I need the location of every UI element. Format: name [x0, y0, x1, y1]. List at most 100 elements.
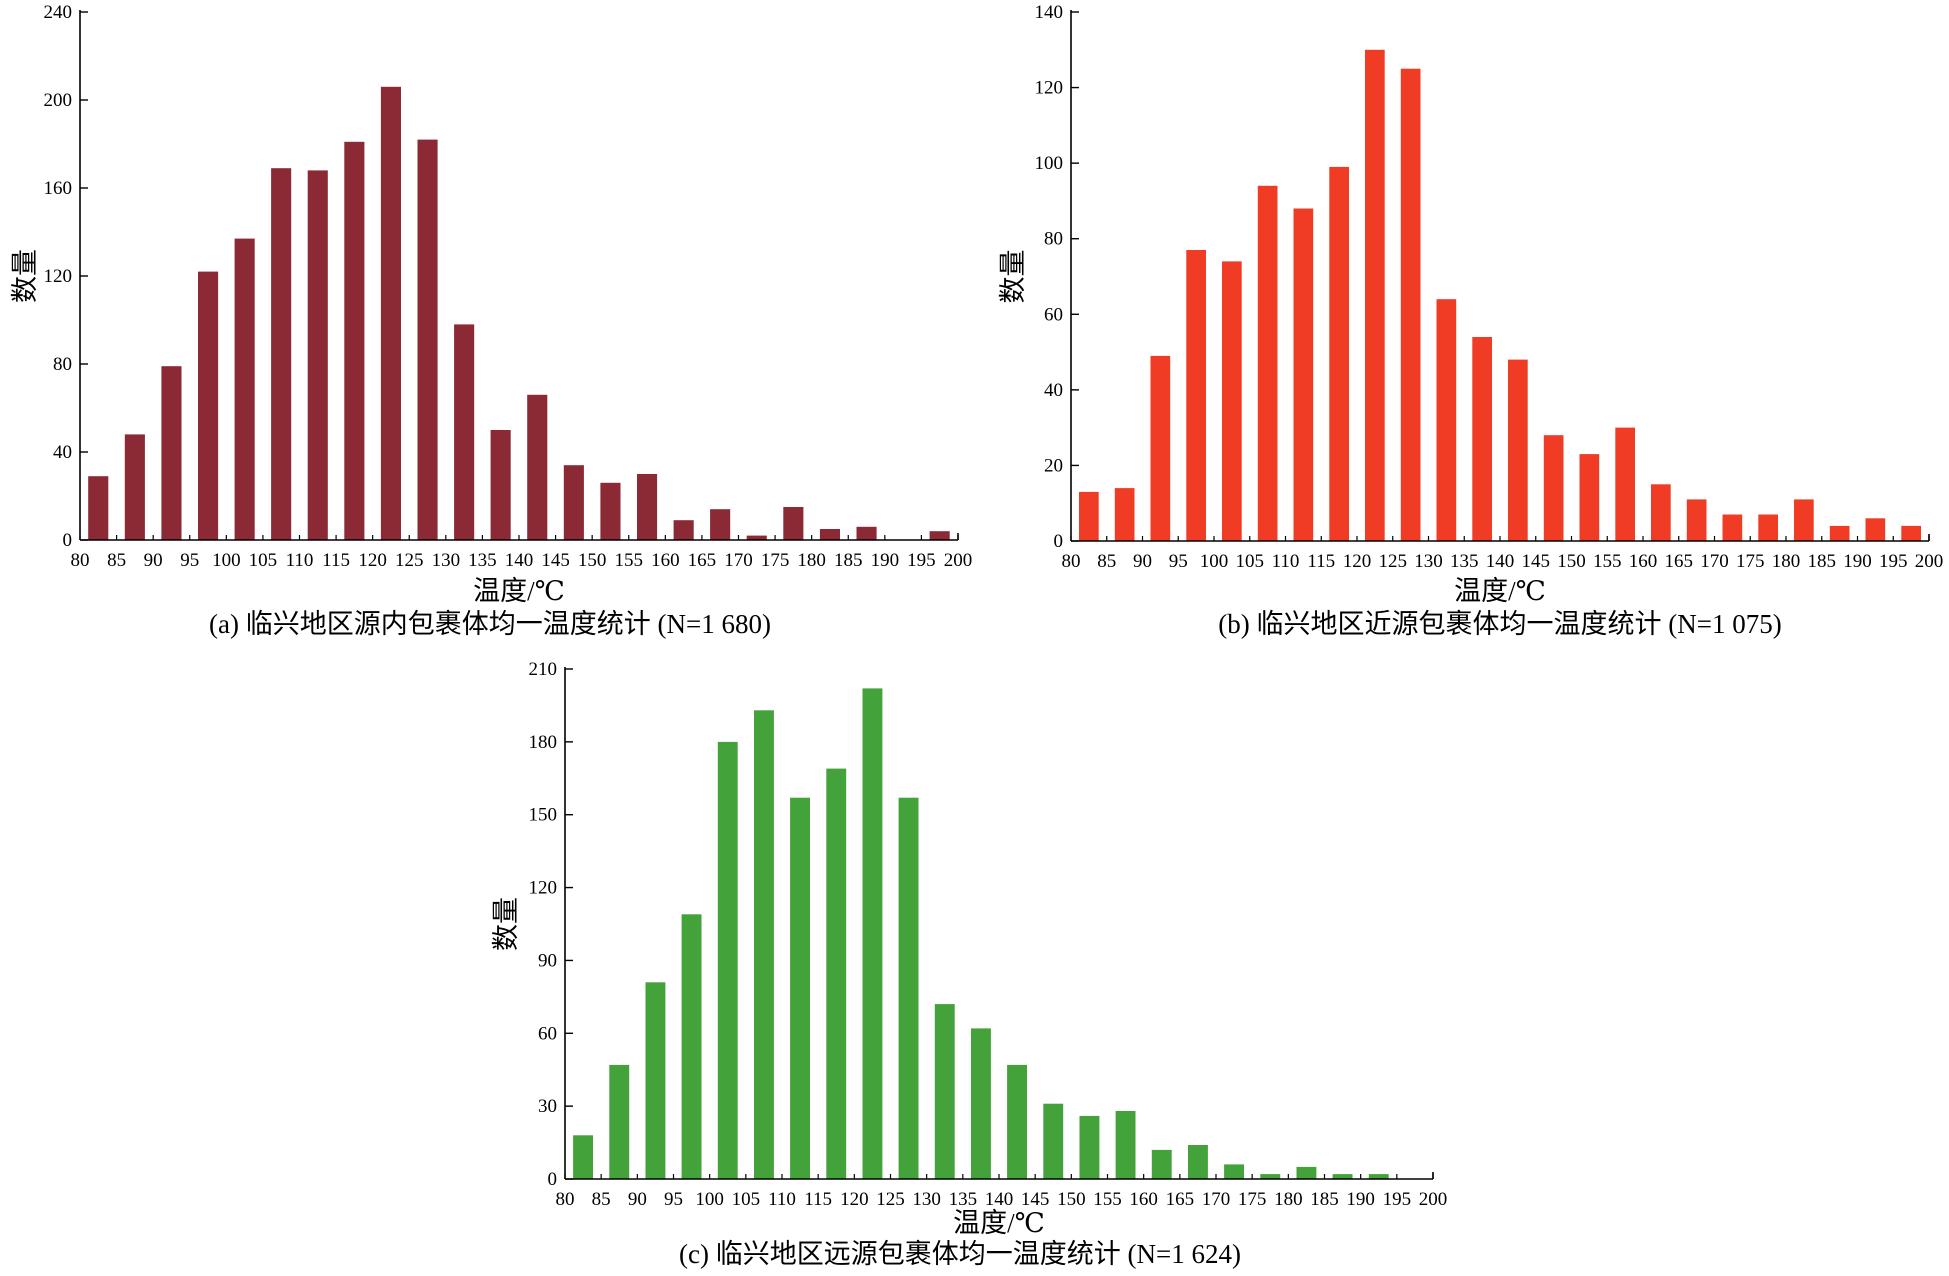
bar-155	[1615, 427, 1635, 541]
x-tick-label: 165	[1166, 1189, 1195, 1210]
bar-115	[826, 768, 847, 1179]
chart-panel-c: 0 30 60 90 120 150 180 210 80 85 90 95 100 105 110 115 1…	[491, 659, 1447, 1269]
x-tick-label: 115	[322, 550, 350, 571]
bar-100	[717, 741, 738, 1179]
x-tick-label: 190	[1843, 551, 1872, 572]
bar-175	[1260, 1174, 1281, 1179]
bar-125	[898, 797, 919, 1179]
bar-110	[1293, 208, 1314, 541]
bar-140	[527, 394, 548, 540]
y-tick-label: 210	[529, 659, 558, 680]
bar-85	[1114, 488, 1135, 541]
y-axis-title: 数量	[491, 897, 521, 951]
x-tick-label: 160	[1629, 551, 1658, 572]
y-axis-title: 数量	[10, 249, 40, 303]
x-tick-label: 135	[1450, 551, 1479, 572]
x-tick-label: 90	[1133, 551, 1152, 572]
x-tick-label: 125	[1379, 551, 1408, 572]
x-tick-label: 180	[1772, 551, 1801, 572]
x-tick-label: 180	[797, 550, 826, 571]
y-tick-label: 80	[1044, 229, 1063, 250]
x-tick-label: 125	[876, 1189, 905, 1210]
x-tick-label: 135	[949, 1189, 978, 1210]
bar-195	[1901, 525, 1921, 541]
x-tick-label: 140	[985, 1189, 1014, 1210]
bar-195	[929, 531, 950, 540]
bar-95	[198, 271, 219, 540]
x-tick-label: 100	[695, 1189, 724, 1210]
bar-185	[1332, 1174, 1353, 1179]
bar-140	[1508, 359, 1528, 541]
y-tick-label: 200	[44, 90, 73, 111]
x-tick-label: 170	[1700, 551, 1729, 572]
x-tick-label: 170	[724, 550, 753, 571]
x-tick-label: 150	[1557, 551, 1586, 572]
y-tick-label: 40	[1044, 380, 1063, 401]
bar-95	[1186, 250, 1206, 541]
bar-165	[1686, 499, 1707, 541]
y-tick-label: 140	[1035, 2, 1064, 23]
x-tick-label: 190	[871, 550, 900, 571]
chart-caption: (a) 临兴地区源内包裹体均一温度统计 (N=1 680)	[209, 609, 771, 639]
bar-130	[1436, 299, 1457, 541]
x-tick-label: 130	[1414, 551, 1443, 572]
bar-175	[1758, 514, 1778, 541]
y-tick-label: 0	[1054, 531, 1064, 552]
bar-120	[380, 86, 401, 541]
x-tick-label: 185	[1310, 1189, 1339, 1210]
x-tick-label: 100	[1200, 551, 1229, 572]
bar-100	[234, 238, 255, 540]
x-tick-label: 105	[1236, 551, 1265, 572]
x-tick-label: 115	[804, 1189, 832, 1210]
y-tick-label: 160	[44, 178, 73, 199]
bar-170	[1224, 1164, 1244, 1179]
bar-140	[1007, 1064, 1027, 1179]
y-axis-title: 数量	[998, 250, 1028, 304]
x-tick-label: 80	[556, 1189, 575, 1210]
y-tick-label: 0	[63, 530, 73, 551]
y-tick-label: 240	[44, 2, 73, 23]
bar-115	[344, 141, 365, 541]
x-tick-label: 110	[1272, 551, 1300, 572]
y-tick-label: 30	[538, 1096, 557, 1117]
x-axis-title: 温度/℃	[473, 576, 565, 606]
bar-180	[1794, 499, 1814, 541]
y-tick-label: 60	[1044, 304, 1063, 325]
bar-90	[1150, 355, 1171, 541]
x-tick-label: 85	[1097, 551, 1116, 572]
bar-110	[790, 797, 810, 1179]
x-tick-label: 200	[944, 550, 973, 571]
bar-180	[819, 529, 840, 540]
bar-105	[754, 710, 774, 1179]
bar-180	[1296, 1166, 1317, 1179]
y-tick-label: 90	[538, 950, 557, 971]
y-tick-label: 100	[1035, 153, 1064, 174]
bar-135	[1472, 337, 1492, 541]
x-tick-label: 145	[541, 550, 570, 571]
bar-190	[1865, 518, 1886, 541]
x-tick-label: 185	[834, 550, 863, 571]
x-tick-label: 165	[688, 550, 717, 571]
bar-155	[637, 474, 658, 540]
x-tick-label: 145	[1522, 551, 1551, 572]
y-tick-label: 150	[529, 805, 558, 826]
bar-105	[1257, 185, 1278, 542]
y-tick-label: 20	[1044, 455, 1063, 476]
x-tick-label: 120	[358, 550, 387, 571]
x-tick-label: 85	[592, 1189, 611, 1210]
x-tick-label: 195	[1383, 1189, 1412, 1210]
bar-145	[1043, 1103, 1064, 1179]
x-tick-label: 130	[912, 1189, 941, 1210]
x-tick-label: 160	[651, 550, 680, 571]
bar-80	[88, 476, 109, 540]
bar-145	[1543, 435, 1564, 541]
bar-175	[783, 507, 804, 540]
bar-90	[161, 366, 182, 540]
bar-160	[673, 520, 694, 540]
bar-80	[1079, 491, 1099, 541]
chart-caption: (c) 临兴地区远源包裹体均一温度统计 (N=1 624)	[679, 1239, 1241, 1269]
y-tick-label: 60	[538, 1023, 557, 1044]
x-tick-label: 95	[664, 1189, 683, 1210]
bar-150	[600, 482, 621, 540]
x-tick-label: 200	[1419, 1189, 1448, 1210]
